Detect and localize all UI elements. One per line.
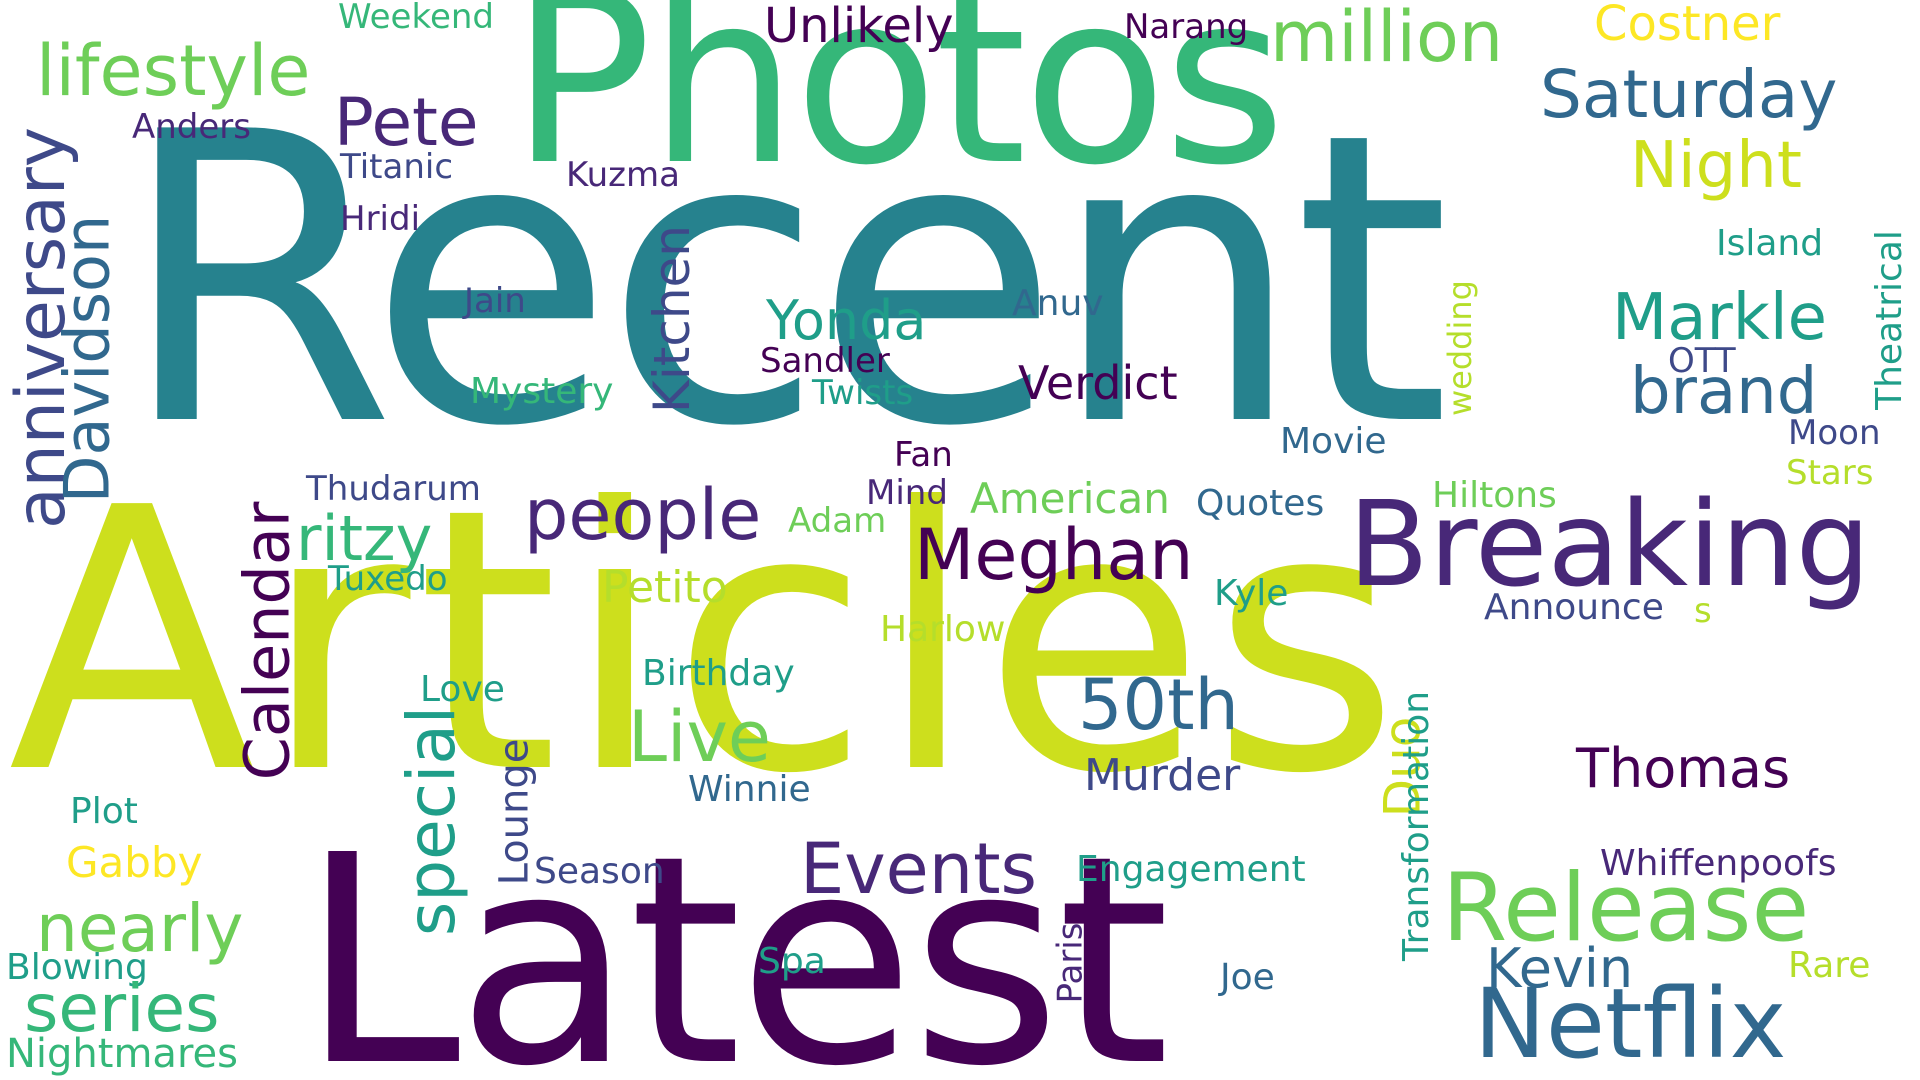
word-recent: Recent [118,49,1450,514]
word-narang: Narang [1124,7,1249,47]
word-release: Release [1442,854,1810,963]
word-titanic: Titanic [340,147,454,187]
word-stars: Stars [1786,453,1874,493]
word-lounge: Lounge [491,738,538,886]
word-transformation: Transformation [1396,690,1438,962]
word-breaking: Breaking [1348,475,1871,613]
word-kevin: Kevin [1486,937,1634,1000]
word-spa: Spa [758,941,826,982]
word-birthday: Birthday [642,653,795,694]
word-american: American [970,474,1170,523]
word-brand: brand [1630,355,1818,429]
word-twists: Twists [812,373,914,413]
word-people: people [524,474,762,556]
word-ott: OTT [1668,341,1736,381]
word-ritzy: ritzy [296,502,433,575]
word-movie: Movie [1280,421,1387,462]
word-calendar: Calendar [230,501,304,781]
word-quotes: Quotes [1196,483,1325,524]
word-kitchen: Kitchen [642,225,701,413]
word-winnie: Winnie [688,769,811,810]
word-nearly: nearly [36,890,244,967]
word-engagement: Engagement [1076,849,1306,890]
word-kuzma: Kuzma [566,155,680,195]
word-saturday: Saturday [1540,56,1838,133]
word-plot: Plot [70,791,138,832]
word-petito: Petito [602,562,728,613]
word-gabby: Gabby [66,838,203,887]
word-season: Season [534,851,665,892]
word-murder: Murder [1084,750,1241,801]
word-blowing: Blowing [6,947,148,988]
word-articles: Articles [8,432,1406,853]
word-nightmares: Nightmares [6,1031,238,1077]
word-island: Island [1716,223,1824,264]
word-announce: Announce [1484,587,1664,628]
word-photos: Photos [510,0,1286,217]
word-hiltons: Hiltons [1432,475,1557,516]
word-latest: Latest [300,794,1170,1080]
word-paris: Paris [1050,922,1091,1004]
word-fan: Fan [894,435,953,475]
word-markle: Markle [1612,281,1827,355]
word-davidson: Davidson [50,214,124,504]
word-tuxedo: Tuxedo [328,559,448,599]
word-costner: Costner [1594,0,1781,52]
word-whiffenpoofs: Whiffenpoofs [1600,843,1837,884]
word-events: Events [800,828,1038,910]
word-harlow: Harlow [880,609,1006,650]
word-s: s [1694,591,1712,631]
word-anders: Anders [132,107,251,147]
word-sandler: Sandler [760,341,890,381]
word-joe: Joe [1220,957,1275,998]
word-hridi: Hridi [340,199,421,239]
word-netflix: Netflix [1474,968,1787,1080]
word-pete: Pete [334,84,479,161]
word-theatrical: Theatrical [1868,230,1910,410]
word-night: Night [1630,129,1802,203]
word-kyle: Kyle [1214,573,1289,614]
word-mind: Mind [866,473,948,513]
word-thomas: Thomas [1576,737,1791,800]
word-jain: Jain [464,281,526,321]
word-special: special [393,705,471,937]
word-lifestyle: lifestyle [36,30,311,112]
word-yonda: Yonda [766,289,927,352]
word-moon: Moon [1788,413,1881,453]
word-verdict: Verdict [1018,356,1178,410]
word-love: Love [420,669,505,710]
word-unlikely: Unlikely [764,0,954,54]
word-meghan: Meghan [914,514,1194,596]
word-adam: Adam [788,501,887,541]
word-anuv: Anuv [1012,283,1104,324]
word-series: series [24,970,220,1047]
word-weekend: Weekend [338,0,494,37]
word-live: Live [628,696,771,778]
word-thudarum: Thudarum [306,469,481,509]
word-wedding: wedding [1440,280,1479,416]
word-million: million [1270,0,1504,78]
word-50th: 50th [1078,664,1239,746]
word-mystery: Mystery [470,371,614,412]
word-rare: Rare [1788,945,1871,986]
